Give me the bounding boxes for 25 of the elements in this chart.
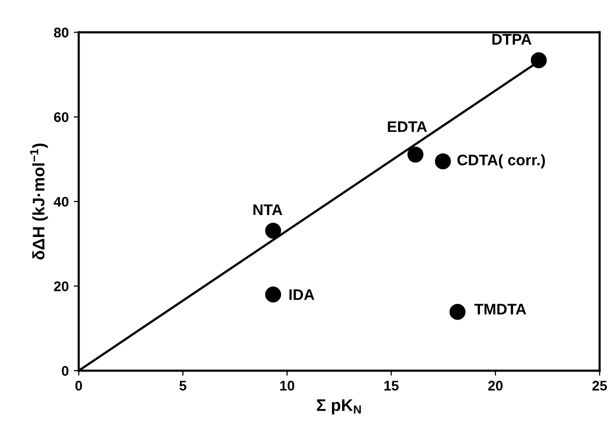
annotation: NTA	[253, 204, 282, 216]
y-tick-label: 20	[54, 281, 68, 292]
annotation: TMDTA	[474, 304, 526, 314]
y-axis-title: δΔH (kJ·mol$^{−1}$)	[30, 144, 48, 260]
y-tick-label: 60	[54, 112, 68, 122]
point	[265, 222, 282, 239]
annotation: IDA	[289, 289, 314, 300]
annotation: DTPA	[492, 34, 532, 45]
y-tick-label: 40	[54, 196, 68, 207]
point	[434, 153, 451, 170]
x-tick-label: 0	[75, 380, 82, 391]
x-tick-label: 10	[280, 380, 294, 391]
x-axis-title: Σ pK$_{N}$	[316, 399, 361, 414]
point	[530, 52, 547, 68]
point	[265, 286, 282, 303]
x-tick-label: 5	[179, 380, 186, 391]
y-tick-label: 0	[62, 366, 68, 376]
point	[450, 304, 466, 320]
point	[407, 146, 424, 163]
annotation: CDTA( corr.)	[457, 154, 545, 168]
x-tick-label: 15	[384, 380, 399, 391]
annotation: EDTA	[388, 121, 427, 132]
y-tick-label: 80	[54, 28, 68, 38]
x-tick-label: 20	[488, 380, 503, 391]
x-tick-label: 25	[592, 380, 607, 391]
